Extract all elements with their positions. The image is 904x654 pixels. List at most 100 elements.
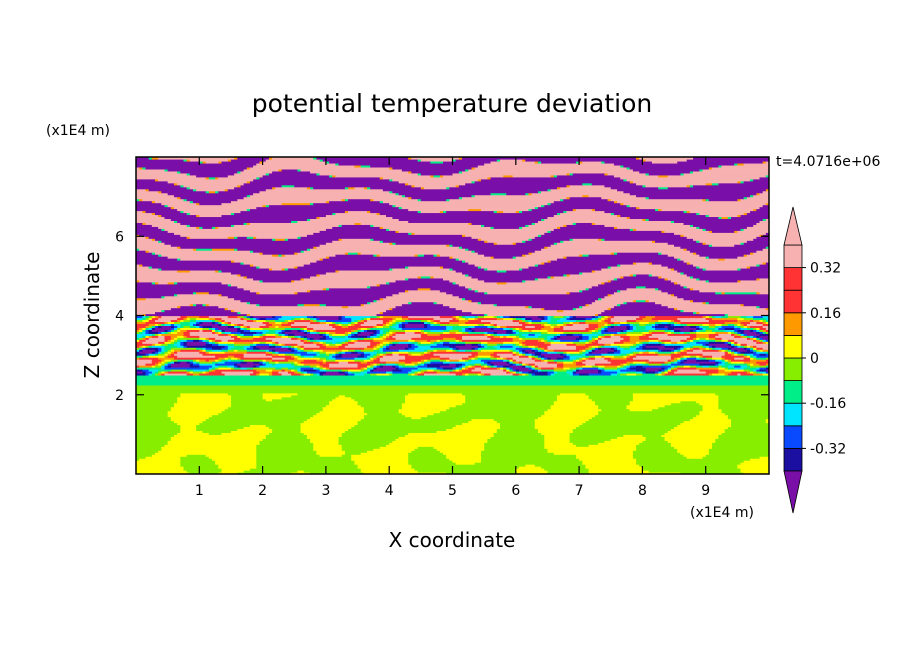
contour-cell bbox=[484, 372, 492, 376]
contour-cell bbox=[408, 454, 447, 457]
contour-cell bbox=[480, 460, 583, 463]
contour-cell bbox=[670, 363, 700, 366]
contour-cell bbox=[329, 353, 333, 356]
contour-cell bbox=[756, 236, 769, 239]
colorbar-label: -0.32 bbox=[810, 441, 846, 457]
contour-cell bbox=[680, 172, 685, 176]
contour-cell bbox=[689, 224, 694, 227]
contour-cell bbox=[275, 345, 283, 348]
contour-cell bbox=[170, 323, 175, 326]
contour-cell bbox=[743, 345, 748, 348]
contour-cell bbox=[192, 323, 197, 326]
contour-cell bbox=[386, 321, 390, 325]
contour-cell bbox=[234, 157, 238, 160]
contour-cell bbox=[572, 370, 577, 374]
contour-cell bbox=[335, 396, 352, 400]
contour-cell bbox=[161, 214, 197, 218]
contour-cell bbox=[750, 357, 754, 360]
contour-cell bbox=[408, 277, 444, 281]
contour-cell bbox=[560, 353, 564, 356]
contour-cell bbox=[158, 353, 166, 356]
contour-cell bbox=[575, 315, 593, 319]
contour-cell bbox=[506, 335, 517, 338]
contour-cell bbox=[392, 440, 488, 443]
contour-cell bbox=[218, 333, 229, 336]
contour-cell bbox=[224, 372, 251, 376]
contour-cell bbox=[496, 347, 517, 350]
contour-cell bbox=[154, 327, 172, 330]
contour-cell bbox=[357, 319, 362, 323]
contour-cell bbox=[360, 327, 368, 330]
contour-cell bbox=[265, 434, 308, 437]
contour-cell bbox=[313, 317, 318, 321]
contour-cell bbox=[224, 351, 248, 354]
contour-cell bbox=[417, 470, 517, 473]
contour-cell bbox=[154, 363, 159, 366]
contour-cell bbox=[449, 321, 466, 325]
contour-cell bbox=[525, 158, 644, 162]
contour-cell bbox=[177, 355, 216, 358]
contour-cell bbox=[164, 355, 169, 358]
contour-cell bbox=[139, 263, 143, 267]
contour-cell bbox=[136, 325, 147, 328]
contour-cell bbox=[547, 339, 555, 342]
x-tick-label: 2 bbox=[258, 483, 267, 499]
contour-cell bbox=[221, 321, 226, 325]
contour-cell bbox=[237, 472, 292, 474]
contour-cell bbox=[265, 436, 308, 439]
contour-cell bbox=[689, 339, 694, 342]
contour-cell bbox=[560, 212, 612, 216]
contour-cell bbox=[256, 464, 359, 467]
contour-cell bbox=[765, 365, 769, 368]
contour-cell bbox=[230, 260, 235, 263]
contour-cell bbox=[607, 351, 615, 354]
contour-cell bbox=[303, 335, 308, 338]
contour-cell bbox=[582, 271, 681, 275]
contour-cell bbox=[246, 349, 267, 352]
contour-cell bbox=[357, 363, 371, 366]
contour-cell bbox=[420, 198, 447, 202]
contour-cell bbox=[594, 402, 631, 406]
contour-cell bbox=[145, 297, 235, 301]
contour-cell bbox=[715, 315, 723, 319]
contour-cell bbox=[531, 365, 536, 368]
contour-cell bbox=[718, 349, 723, 352]
contour-cell bbox=[439, 357, 450, 360]
contour-cell bbox=[705, 357, 713, 360]
contour-cell bbox=[683, 309, 769, 313]
contour-cell bbox=[332, 341, 336, 344]
contour-cell bbox=[522, 341, 545, 344]
contour-cell bbox=[756, 208, 769, 212]
contour-cell bbox=[319, 321, 327, 325]
contour-cell bbox=[243, 426, 270, 430]
contour-cell bbox=[313, 446, 343, 449]
contour-cell bbox=[522, 372, 526, 376]
contour-cell bbox=[626, 287, 656, 291]
contour-cell bbox=[737, 343, 742, 346]
contour-cell bbox=[610, 279, 672, 283]
contour-cell bbox=[620, 164, 625, 168]
contour-cell bbox=[145, 313, 248, 317]
contour-cell bbox=[158, 341, 166, 344]
contour-cell bbox=[424, 321, 428, 325]
contour-cell bbox=[310, 339, 318, 342]
contour-cell bbox=[319, 273, 466, 277]
contour-cell bbox=[151, 343, 156, 346]
contour-cell bbox=[136, 376, 769, 380]
contour-cell bbox=[408, 460, 454, 463]
contour-cell bbox=[433, 254, 438, 257]
contour-cell bbox=[484, 162, 615, 166]
contour-cell bbox=[670, 428, 726, 432]
contour-cell bbox=[136, 224, 153, 227]
contour-cell bbox=[465, 349, 473, 352]
contour-cell bbox=[746, 335, 751, 338]
contour-cell bbox=[335, 323, 340, 326]
contour-cell bbox=[192, 200, 232, 204]
contour-cell bbox=[547, 361, 558, 364]
contour-cell bbox=[281, 315, 308, 319]
contour-cell bbox=[291, 347, 295, 350]
contour-cell bbox=[386, 345, 390, 348]
contour-cell bbox=[348, 361, 362, 364]
contour-cell bbox=[632, 273, 637, 277]
contour-cell bbox=[370, 285, 466, 289]
